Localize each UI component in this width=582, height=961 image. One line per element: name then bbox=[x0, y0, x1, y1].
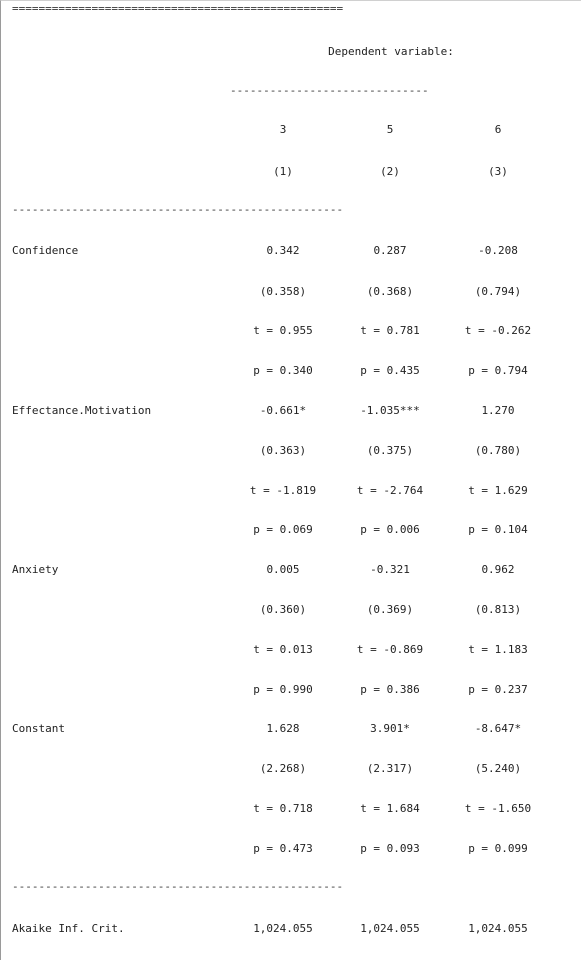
coefficient-cell: -0.321 bbox=[370, 563, 410, 576]
t-stat-cell: t = 0.781 bbox=[360, 324, 420, 337]
std-error-cell: (2.317) bbox=[366, 762, 414, 775]
column-number: (1) bbox=[273, 165, 293, 178]
p-value-cell: p = 0.340 bbox=[253, 364, 313, 377]
coefficient-cell: -0.208 bbox=[478, 244, 518, 257]
t-stat-cell: t = -0.869 bbox=[356, 643, 424, 656]
p-value-cell: p = 0.237 bbox=[468, 683, 528, 696]
p-value-cell: p = 0.794 bbox=[468, 364, 528, 377]
p-value-cell: p = 0.093 bbox=[360, 842, 420, 855]
mid-rule: ----------------------------------------… bbox=[12, 203, 344, 216]
aic-label: Akaike Inf. Crit. bbox=[12, 922, 125, 935]
std-error-cell: (0.363) bbox=[259, 444, 307, 457]
t-stat-cell: t = -0.262 bbox=[464, 324, 532, 337]
row-label: Confidence bbox=[12, 244, 79, 257]
t-stat-cell: t = 0.718 bbox=[253, 802, 313, 815]
std-error-cell: (5.240) bbox=[474, 762, 522, 775]
p-value-cell: p = 0.386 bbox=[360, 683, 420, 696]
std-error-cell: (0.369) bbox=[366, 603, 414, 616]
aic-value: 1,024.055 bbox=[360, 922, 420, 935]
top-rule: ========================================… bbox=[12, 2, 344, 15]
coefficient-cell: -1.035*** bbox=[360, 404, 420, 417]
t-stat-cell: t = 1.684 bbox=[360, 802, 420, 815]
aic-value: 1,024.055 bbox=[253, 922, 313, 935]
column-name: 5 bbox=[386, 123, 394, 136]
std-error-cell: (0.360) bbox=[259, 603, 307, 616]
std-error-cell: (0.780) bbox=[474, 444, 522, 457]
dependent-variable-label: Dependent variable: bbox=[328, 45, 454, 58]
t-stat-cell: t = 0.013 bbox=[253, 643, 313, 656]
row-label: Effectance.Motivation bbox=[12, 404, 152, 417]
coefficient-cell: 3.901* bbox=[370, 722, 410, 735]
p-value-cell: p = 0.069 bbox=[253, 523, 313, 536]
t-stat-cell: t = -1.650 bbox=[464, 802, 532, 815]
std-error-cell: (0.368) bbox=[366, 285, 414, 298]
std-error-cell: (0.358) bbox=[259, 285, 307, 298]
aic-value: 1,024.055 bbox=[468, 922, 528, 935]
coefficient-cell: 1.270 bbox=[481, 404, 515, 417]
t-stat-cell: t = 0.955 bbox=[253, 324, 313, 337]
mid-rule: ----------------------------------------… bbox=[12, 880, 344, 893]
std-error-cell: (0.375) bbox=[366, 444, 414, 457]
p-value-cell: p = 0.473 bbox=[253, 842, 313, 855]
t-stat-cell: t = -1.819 bbox=[249, 484, 317, 497]
coefficient-cell: 0.005 bbox=[266, 563, 300, 576]
t-stat-cell: t = 1.183 bbox=[468, 643, 528, 656]
coefficient-cell: 1.628 bbox=[266, 722, 300, 735]
std-error-cell: (0.794) bbox=[474, 285, 522, 298]
column-name: 6 bbox=[494, 123, 502, 136]
column-number: (2) bbox=[380, 165, 400, 178]
p-value-cell: p = 0.990 bbox=[253, 683, 313, 696]
row-label: Constant bbox=[12, 722, 65, 735]
coefficient-cell: 0.287 bbox=[373, 244, 407, 257]
p-value-cell: p = 0.006 bbox=[360, 523, 420, 536]
coefficient-cell: 0.962 bbox=[481, 563, 515, 576]
column-name: 3 bbox=[279, 123, 287, 136]
column-number: (3) bbox=[488, 165, 508, 178]
p-value-cell: p = 0.435 bbox=[360, 364, 420, 377]
coefficient-cell: -0.661* bbox=[259, 404, 307, 417]
row-label: Anxiety bbox=[12, 563, 59, 576]
header-rule: ------------------------------ bbox=[230, 84, 429, 97]
t-stat-cell: t = -2.764 bbox=[356, 484, 424, 497]
coefficient-cell: -8.647* bbox=[474, 722, 522, 735]
p-value-cell: p = 0.104 bbox=[468, 523, 528, 536]
t-stat-cell: t = 1.629 bbox=[468, 484, 528, 497]
p-value-cell: p = 0.099 bbox=[468, 842, 528, 855]
coefficient-cell: 0.342 bbox=[266, 244, 300, 257]
std-error-cell: (2.268) bbox=[259, 762, 307, 775]
std-error-cell: (0.813) bbox=[474, 603, 522, 616]
